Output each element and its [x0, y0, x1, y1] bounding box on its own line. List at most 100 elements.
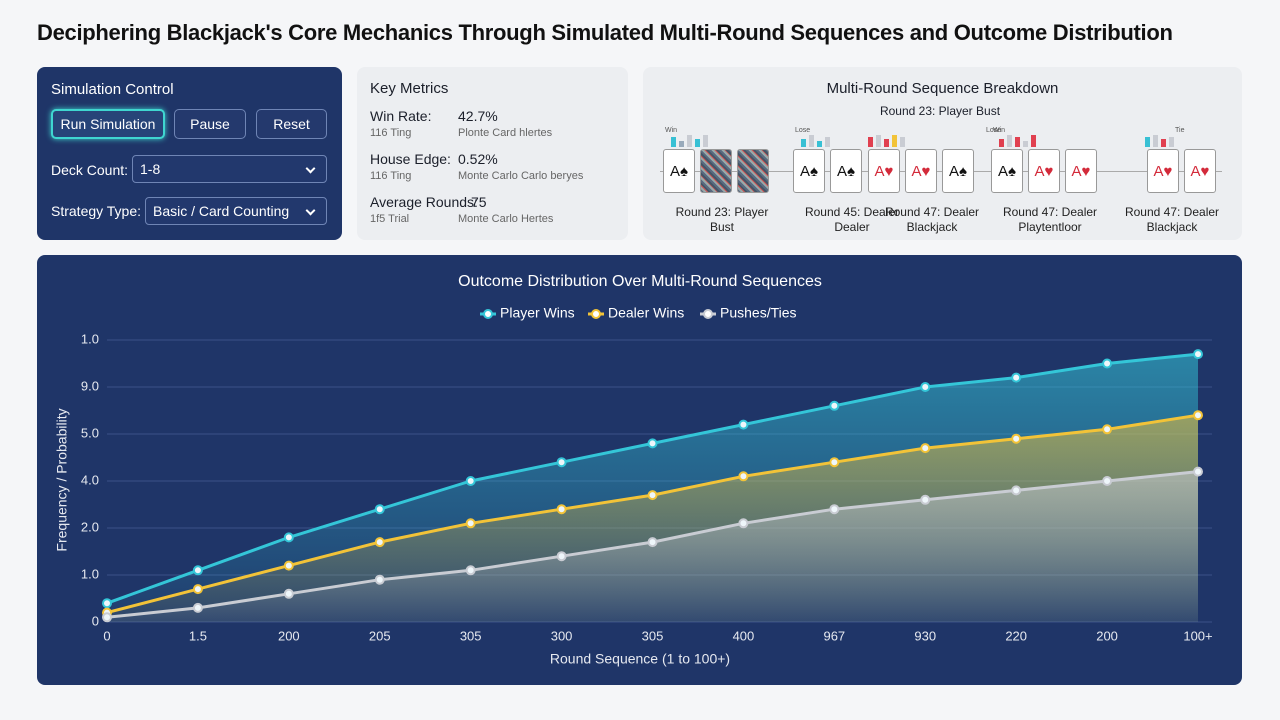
legend-swatch — [703, 309, 713, 319]
data-point — [829, 457, 840, 468]
x-tick-label: 0 — [103, 628, 110, 643]
chart: Outcome Distribution Over Multi-Round Se… — [37, 255, 1242, 685]
round-caption: Round 47: Dealer Blackjack — [884, 205, 980, 234]
card: A♠ — [793, 149, 825, 193]
data-point — [738, 518, 749, 529]
x-axis-label: Round Sequence (1 to 100+) — [550, 651, 730, 667]
round-tag: Win — [993, 127, 1006, 134]
deck-select[interactable]: 1-8 — [132, 155, 327, 183]
key-metrics-panel: Key Metrics Win Rate: 42.7% 116 Ting Plo… — [357, 67, 628, 240]
data-point — [102, 612, 112, 623]
x-tick-label: 305 — [460, 628, 482, 643]
data-point — [465, 476, 476, 486]
card-row: A♠ A♠ — [793, 149, 862, 193]
data-point — [465, 518, 476, 529]
round-tag: Tie — [1175, 127, 1185, 134]
x-tick-label: 1.5 — [189, 628, 207, 643]
field-label: Strategy Type: — [51, 203, 142, 219]
data-point — [1193, 349, 1203, 360]
card: A♠ — [663, 149, 695, 193]
data-point — [1011, 433, 1022, 444]
sequence-line — [660, 171, 1222, 172]
metric-note: Plonte Card hlertes — [458, 127, 553, 139]
metric-label: Win Rate: — [370, 108, 432, 124]
legend-swatch — [591, 309, 601, 319]
card: A♥ — [1184, 149, 1216, 193]
panel-title: Simulation Control — [51, 81, 174, 98]
round-caption: Round 23: Player Bust — [675, 205, 769, 234]
legend-label: Dealer Wins — [608, 305, 684, 321]
data-point — [283, 532, 294, 543]
data-point — [647, 537, 658, 548]
data-point — [738, 419, 749, 430]
x-tick-label: 100+ — [1183, 628, 1212, 643]
x-tick-label: 967 — [823, 628, 845, 643]
metric-note: Monte Carlo Carlo beryes — [458, 170, 584, 182]
data-point — [102, 598, 112, 609]
data-point — [192, 565, 203, 576]
card: A♠ — [830, 149, 862, 193]
data-point — [556, 457, 567, 468]
y-tick-label: 1.0 — [81, 566, 99, 581]
mini-bars — [801, 133, 830, 147]
y-axis-label: Frequency / Probability — [54, 408, 70, 551]
round: Win A♠ A♥ A♥ Round 47: Dealer Playtentlo… — [991, 127, 1109, 234]
data-point — [283, 588, 294, 599]
round-tag: Lose — [986, 127, 1002, 134]
round: Tie A♥ A♥ Round 47: Dealer Blackjack — [1113, 127, 1231, 234]
y-tick-label: 4.0 — [81, 472, 99, 487]
x-tick-label: 200 — [278, 628, 300, 643]
data-point — [829, 504, 840, 515]
y-tick-label: 5.0 — [81, 425, 99, 440]
data-point — [1011, 372, 1022, 383]
data-point — [920, 382, 931, 392]
card-row: A♥ A♥ A♠ — [868, 149, 974, 193]
reset-button[interactable]: Reset — [256, 109, 327, 139]
data-point — [374, 504, 385, 515]
card: A♥ — [868, 149, 900, 193]
page-title: Deciphering Blackjack's Core Mechanics T… — [37, 20, 1173, 45]
card: A♥ — [905, 149, 937, 193]
legend-swatch — [483, 309, 493, 319]
data-point — [1102, 358, 1113, 369]
round-tag: Win — [665, 127, 678, 134]
x-tick-label: 205 — [369, 628, 391, 643]
metric-value: 42.7% — [458, 108, 498, 124]
x-tick-label: 305 — [642, 628, 664, 643]
y-tick-label: 2.0 — [81, 519, 99, 534]
card-row: A♠ A♥ A♥ — [991, 149, 1097, 193]
run-button[interactable]: Run Simulation — [51, 109, 165, 139]
data-point — [829, 400, 840, 411]
data-point — [1011, 485, 1022, 496]
metric-label: Average Rounds: — [370, 194, 478, 210]
legend-label: Player Wins — [500, 305, 575, 321]
data-point — [1102, 476, 1113, 486]
data-point — [192, 584, 203, 595]
round-tag: Lose — [795, 127, 811, 134]
strategy-select[interactable]: Basic / Card Counting — [145, 197, 327, 225]
pause-button[interactable]: Pause — [174, 109, 246, 139]
metric-note: Monte Carlo Hertes — [458, 213, 554, 225]
y-tick-label: 1.0 — [81, 331, 99, 346]
card-row: A♠ — [663, 149, 769, 193]
round: Lose A♠ A♠ Round 45: Dealer Dealer — [793, 127, 911, 234]
mini-bars — [671, 133, 708, 147]
x-tick-label: 220 — [1005, 628, 1027, 643]
mini-bars — [1145, 133, 1174, 147]
data-point — [647, 438, 658, 449]
panel-title: Key Metrics — [370, 80, 449, 97]
metric-sub: 116 Ting — [370, 170, 412, 182]
legend-label: Pushes/Ties — [720, 305, 797, 321]
panel-subtitle: Round 23: Player Bust — [879, 104, 1001, 118]
data-point — [556, 551, 567, 562]
data-point — [1193, 466, 1203, 477]
card: A♥ — [1065, 149, 1097, 193]
simulation-control-panel: Simulation Control Run Simulation Pause … — [37, 67, 342, 240]
data-point — [738, 471, 749, 482]
round: Lose A♥ A♥ A♠ Round 47: Dealer Blackjack — [868, 127, 1001, 234]
y-tick-label: 0 — [92, 613, 99, 628]
round-caption: Round 47: Dealer Playtentloor — [1002, 205, 1098, 234]
x-tick-label: 200 — [1096, 628, 1118, 643]
round: Win A♠ Round 23: Player Bust — [663, 127, 781, 234]
